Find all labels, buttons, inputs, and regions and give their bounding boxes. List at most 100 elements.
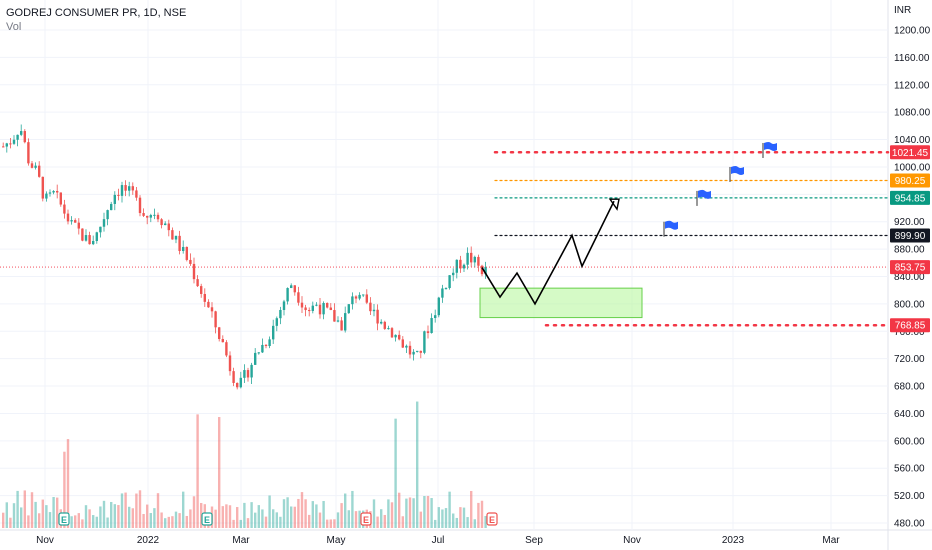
volume-bar: [282, 499, 286, 528]
candle-body: [275, 318, 278, 326]
candle-body: [336, 320, 340, 322]
volume-bar: [27, 515, 30, 528]
candle-body: [192, 263, 196, 280]
volume-bar: [192, 496, 196, 528]
candle-body: [326, 303, 329, 308]
candle-body: [160, 219, 163, 226]
candle-body: [203, 293, 206, 302]
x-tick-label: Jul: [432, 535, 445, 546]
volume-bar: [131, 508, 134, 528]
candle-body: [48, 192, 52, 194]
candle-body: [88, 235, 91, 245]
flag-cloth: [731, 165, 744, 175]
volume-bar: [401, 516, 404, 528]
candle-body: [430, 318, 433, 334]
candle-body: [250, 364, 253, 378]
candle-body: [444, 288, 448, 290]
volume-bar: [52, 497, 55, 528]
candle-body: [347, 304, 350, 314]
x-tick-label: Nov: [623, 535, 641, 546]
volume-bar: [434, 519, 437, 528]
volume-bar: [473, 519, 476, 528]
volume-bar: [30, 492, 34, 528]
flag-icon: [663, 220, 678, 237]
candle-body: [84, 235, 88, 241]
volume-bar: [257, 505, 260, 528]
candle-body: [354, 296, 358, 299]
volume-bar: [95, 516, 98, 528]
candle-body: [344, 313, 347, 331]
candle-body: [448, 275, 451, 289]
candle-body: [311, 305, 314, 311]
volume-label: Vol: [6, 21, 22, 33]
candle-body: [261, 344, 264, 353]
volume-bar: [437, 507, 440, 528]
volume-bar: [142, 513, 145, 528]
candle-body: [369, 302, 372, 312]
y-tick-label: 1080.00: [894, 108, 931, 119]
candle-body: [473, 256, 476, 263]
candle-body: [5, 143, 8, 147]
volume-bar: [293, 506, 296, 528]
candle-body: [480, 265, 484, 275]
volume-bar: [41, 499, 44, 528]
candle-body: [16, 134, 19, 140]
volume-bar: [308, 514, 311, 528]
volume-bar: [408, 497, 412, 528]
candle-body: [174, 235, 178, 240]
x-tick-label: May: [327, 535, 346, 546]
volume-bar: [189, 509, 192, 528]
volume-bar: [430, 498, 433, 528]
candle-body: [92, 240, 95, 245]
candle-body: [225, 342, 228, 356]
price-tag: [890, 190, 930, 205]
volume-bar: [2, 512, 5, 528]
candle-body: [282, 301, 286, 310]
candle-body: [239, 377, 242, 388]
y-tick-label: 800.00: [894, 299, 925, 310]
volume-bar: [160, 512, 163, 528]
y-tick-label: 1120.00: [894, 80, 930, 91]
candle-body: [286, 288, 289, 302]
candle-body: [322, 303, 325, 315]
volume-bar: [286, 497, 289, 528]
volume-bar: [124, 492, 127, 528]
volume-bar: [153, 508, 156, 528]
earnings-marker-box: [201, 512, 213, 526]
volume-bar: [311, 501, 314, 528]
volume-bar: [77, 513, 80, 528]
volume-bar: [236, 507, 239, 528]
volume-bar: [9, 517, 12, 528]
candle-body: [106, 210, 109, 220]
candle-body: [264, 344, 268, 347]
y-tick-label: 1040.00: [894, 135, 931, 146]
x-tick-label: 2022: [137, 535, 160, 546]
volume-bar: [340, 503, 343, 528]
volume-bar: [372, 499, 376, 528]
candle-body: [66, 213, 70, 222]
volume-bar: [23, 490, 26, 528]
earnings-marker-label: E: [489, 515, 495, 525]
volume-bar: [268, 495, 271, 528]
volume-bar: [221, 506, 224, 528]
y-tick-label: 600.00: [894, 436, 925, 447]
currency-label: INR: [894, 5, 911, 16]
candle-body: [290, 285, 293, 289]
volume-bar: [250, 502, 253, 528]
candle-body: [185, 246, 188, 260]
candle-body: [149, 215, 152, 218]
y-tick-label: 720.00: [894, 354, 925, 365]
candle-body: [470, 252, 473, 263]
y-tick-label: 520.00: [894, 491, 925, 502]
volume-bar: [351, 490, 354, 528]
candle-body: [110, 203, 113, 211]
volume-bar: [34, 501, 37, 528]
x-tick-label: Mar: [232, 535, 250, 546]
volume-bar: [81, 519, 84, 528]
candle-body: [390, 328, 394, 338]
volume-bar: [336, 512, 340, 528]
volume-bar: [84, 505, 88, 528]
y-tick-label: 1160.00: [894, 53, 930, 64]
